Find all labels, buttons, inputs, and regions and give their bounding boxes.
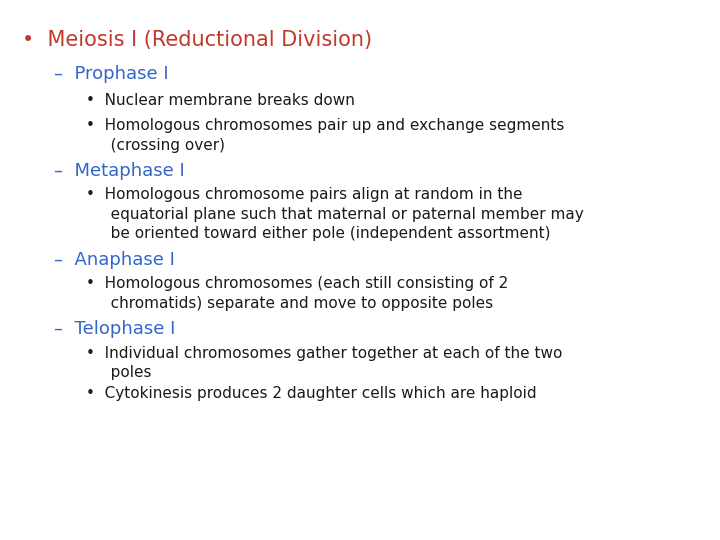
Text: •  Meiosis I (Reductional Division): • Meiosis I (Reductional Division) <box>22 30 372 50</box>
Text: –  Metaphase I: – Metaphase I <box>54 162 185 180</box>
Text: –  Anaphase I: – Anaphase I <box>54 251 175 269</box>
Text: •  Individual chromosomes gather together at each of the two: • Individual chromosomes gather together… <box>86 346 563 361</box>
Text: •  Homologous chromosomes pair up and exchange segments: • Homologous chromosomes pair up and exc… <box>86 118 564 133</box>
Text: chromatids) separate and move to opposite poles: chromatids) separate and move to opposit… <box>96 296 494 311</box>
Text: •  Nuclear membrane breaks down: • Nuclear membrane breaks down <box>86 93 355 108</box>
Text: poles: poles <box>96 365 152 380</box>
Text: –  Telophase I: – Telophase I <box>54 320 176 338</box>
Text: –  Prophase I: – Prophase I <box>54 65 168 83</box>
Text: •  Homologous chromosomes (each still consisting of 2: • Homologous chromosomes (each still con… <box>86 276 508 292</box>
Text: •  Homologous chromosome pairs align at random in the: • Homologous chromosome pairs align at r… <box>86 187 523 202</box>
Text: be oriented toward either pole (independent assortment): be oriented toward either pole (independ… <box>96 226 551 241</box>
Text: •  Cytokinesis produces 2 daughter cells which are haploid: • Cytokinesis produces 2 daughter cells … <box>86 386 537 401</box>
Text: (crossing over): (crossing over) <box>96 138 225 153</box>
Text: equatorial plane such that maternal or paternal member may: equatorial plane such that maternal or p… <box>96 207 584 222</box>
